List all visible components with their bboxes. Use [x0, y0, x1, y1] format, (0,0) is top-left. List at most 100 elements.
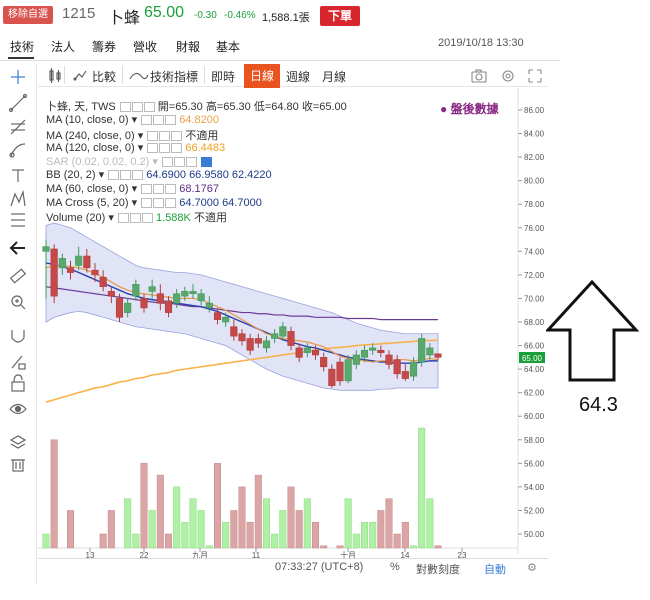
volume-readout: 1,588.1張 [262, 12, 310, 24]
tab-technical[interactable]: 技術 [10, 40, 35, 54]
candle-body [295, 347, 303, 358]
x-tick-label: 十月 [340, 550, 356, 558]
hidden-eye-icon[interactable] [201, 157, 213, 168]
volume-bar [377, 510, 385, 549]
interval-monthly[interactable]: 月線 [322, 70, 347, 84]
legend-box-icon [165, 198, 177, 209]
compare-icon[interactable] [73, 70, 87, 81]
legend-close: 收=65.00 [301, 101, 347, 113]
bollinger-band [45, 222, 439, 391]
tab-divider [0, 60, 560, 61]
compare-button[interactable]: 比較 [92, 70, 117, 84]
candle-body [418, 338, 426, 363]
volume-bar [66, 510, 75, 549]
candle-body [279, 326, 287, 337]
order-button[interactable]: 下單 [320, 6, 360, 26]
indicators-icon[interactable] [129, 72, 149, 80]
candle-type-icon[interactable] [49, 68, 61, 83]
crosshair-icon[interactable] [11, 70, 25, 84]
lock-icon[interactable] [11, 374, 25, 392]
tab-active-indicator [8, 57, 34, 59]
pattern-icon[interactable] [10, 189, 26, 207]
volume-bar [189, 498, 197, 549]
price-chart[interactable]: 86.00 84.00 82.00 80.00 78.00 76.00 74.00 72.00… [38, 88, 550, 558]
candle-body [271, 333, 279, 339]
tab-institutional[interactable]: 法人 [51, 40, 76, 54]
legend-ma60[interactable]: MA (60, close, 0) ▾ 68.1767 [46, 183, 220, 195]
volume-value: 1.588K [156, 212, 191, 224]
tab-revenue[interactable]: 營收 [133, 40, 158, 54]
candle-body [58, 258, 66, 269]
legend-ma240[interactable]: MA (240, close, 0) ▾ 不適用 [46, 130, 219, 142]
legend-box-icon [171, 143, 183, 154]
percent-toggle[interactable]: % [390, 561, 400, 573]
legend-box-icon [131, 102, 143, 113]
legend-box-icon [132, 170, 144, 181]
candle-body [246, 338, 254, 351]
pencil-lock-icon[interactable] [11, 355, 26, 370]
legend-macross[interactable]: MA Cross (5, 20) ▾ 64.7000 64.7000 [46, 197, 262, 209]
toolbar-separator [122, 66, 123, 84]
legend-ma120[interactable]: MA (120, close, 0) ▾ 66.4483 [46, 142, 226, 154]
magnet-icon[interactable] [11, 330, 25, 343]
chart-bottom-bar [38, 558, 548, 577]
zoom-icon[interactable] [11, 295, 26, 310]
candle-body [238, 333, 246, 342]
fullscreen-icon[interactable] [528, 69, 542, 83]
volume-bar [181, 521, 189, 549]
auto-scale-toggle[interactable]: 自動 [484, 564, 506, 576]
legend-box-icon [141, 115, 153, 126]
candle-body [409, 361, 418, 377]
layers-icon[interactable] [9, 435, 27, 449]
bottom-gear-icon[interactable]: ⚙ [527, 562, 537, 574]
legend-sar[interactable]: SAR (0.02, 0.02, 0.2) ▾ [46, 155, 213, 168]
gear-icon[interactable] [502, 70, 514, 82]
legend-bb[interactable]: BB (20, 2) ▾ 64.6900 66.9580 62.4220 [46, 169, 272, 181]
camera-icon[interactable] [471, 69, 487, 83]
volume-bar [385, 498, 393, 549]
ma10-label: MA (10, close, 0) [46, 114, 129, 126]
log-scale-toggle[interactable]: 對數刻度 [416, 564, 460, 576]
tab-basic[interactable]: 基本 [216, 40, 241, 54]
legend-symbol: 卜蜂, 天, TWS [46, 101, 116, 113]
volume-bar [271, 533, 279, 549]
trendline-icon[interactable] [8, 93, 28, 113]
candle-body [148, 286, 156, 292]
volume-bars [42, 427, 442, 549]
volume-bar [246, 521, 254, 549]
legend-box-icon [147, 131, 159, 142]
volume-bar [238, 486, 246, 549]
trash-icon[interactable] [11, 459, 25, 472]
macross-value-2: 64.7000 [222, 197, 262, 209]
remove-watchlist-button[interactable]: 移除自選 [3, 6, 53, 24]
candle-body [311, 349, 320, 356]
tab-financials[interactable]: 財報 [176, 40, 201, 54]
legend-box-icon [129, 213, 141, 224]
volume-bar [262, 498, 271, 549]
interval-weekly[interactable]: 週線 [286, 70, 311, 84]
candle-body [360, 349, 369, 358]
prediction-icon[interactable] [11, 213, 25, 227]
y-tick-label: 52.00 [524, 506, 545, 515]
legend-box-icon [159, 131, 171, 142]
eye-icon[interactable] [9, 403, 27, 415]
tab-margin[interactable]: 籌券 [92, 40, 117, 54]
interval-intraday[interactable]: 即時 [211, 70, 236, 84]
candle-body [401, 371, 409, 379]
volume-bar [42, 533, 50, 549]
volume-ma-value: 不適用 [193, 212, 227, 224]
fib-icon[interactable] [10, 119, 26, 135]
candle-body [99, 276, 107, 287]
ruler-icon[interactable] [9, 268, 27, 284]
ma10-line [45, 264, 439, 363]
legend-ma10[interactable]: MA (10, close, 0) ▾ 64.8200 [46, 114, 220, 126]
volume-bar [132, 533, 140, 549]
text-icon[interactable] [12, 169, 24, 182]
interval-daily[interactable]: 日線 [244, 64, 280, 88]
legend-volume[interactable]: Volume (20) ▾ 1.588K 不適用 [46, 212, 227, 224]
toolbar-right-icons [471, 69, 542, 83]
indicators-button[interactable]: 技術指標 [150, 70, 199, 84]
x-tick-label: 13 [86, 551, 95, 558]
brush-icon[interactable] [9, 143, 26, 158]
back-arrow-icon[interactable] [9, 241, 25, 255]
